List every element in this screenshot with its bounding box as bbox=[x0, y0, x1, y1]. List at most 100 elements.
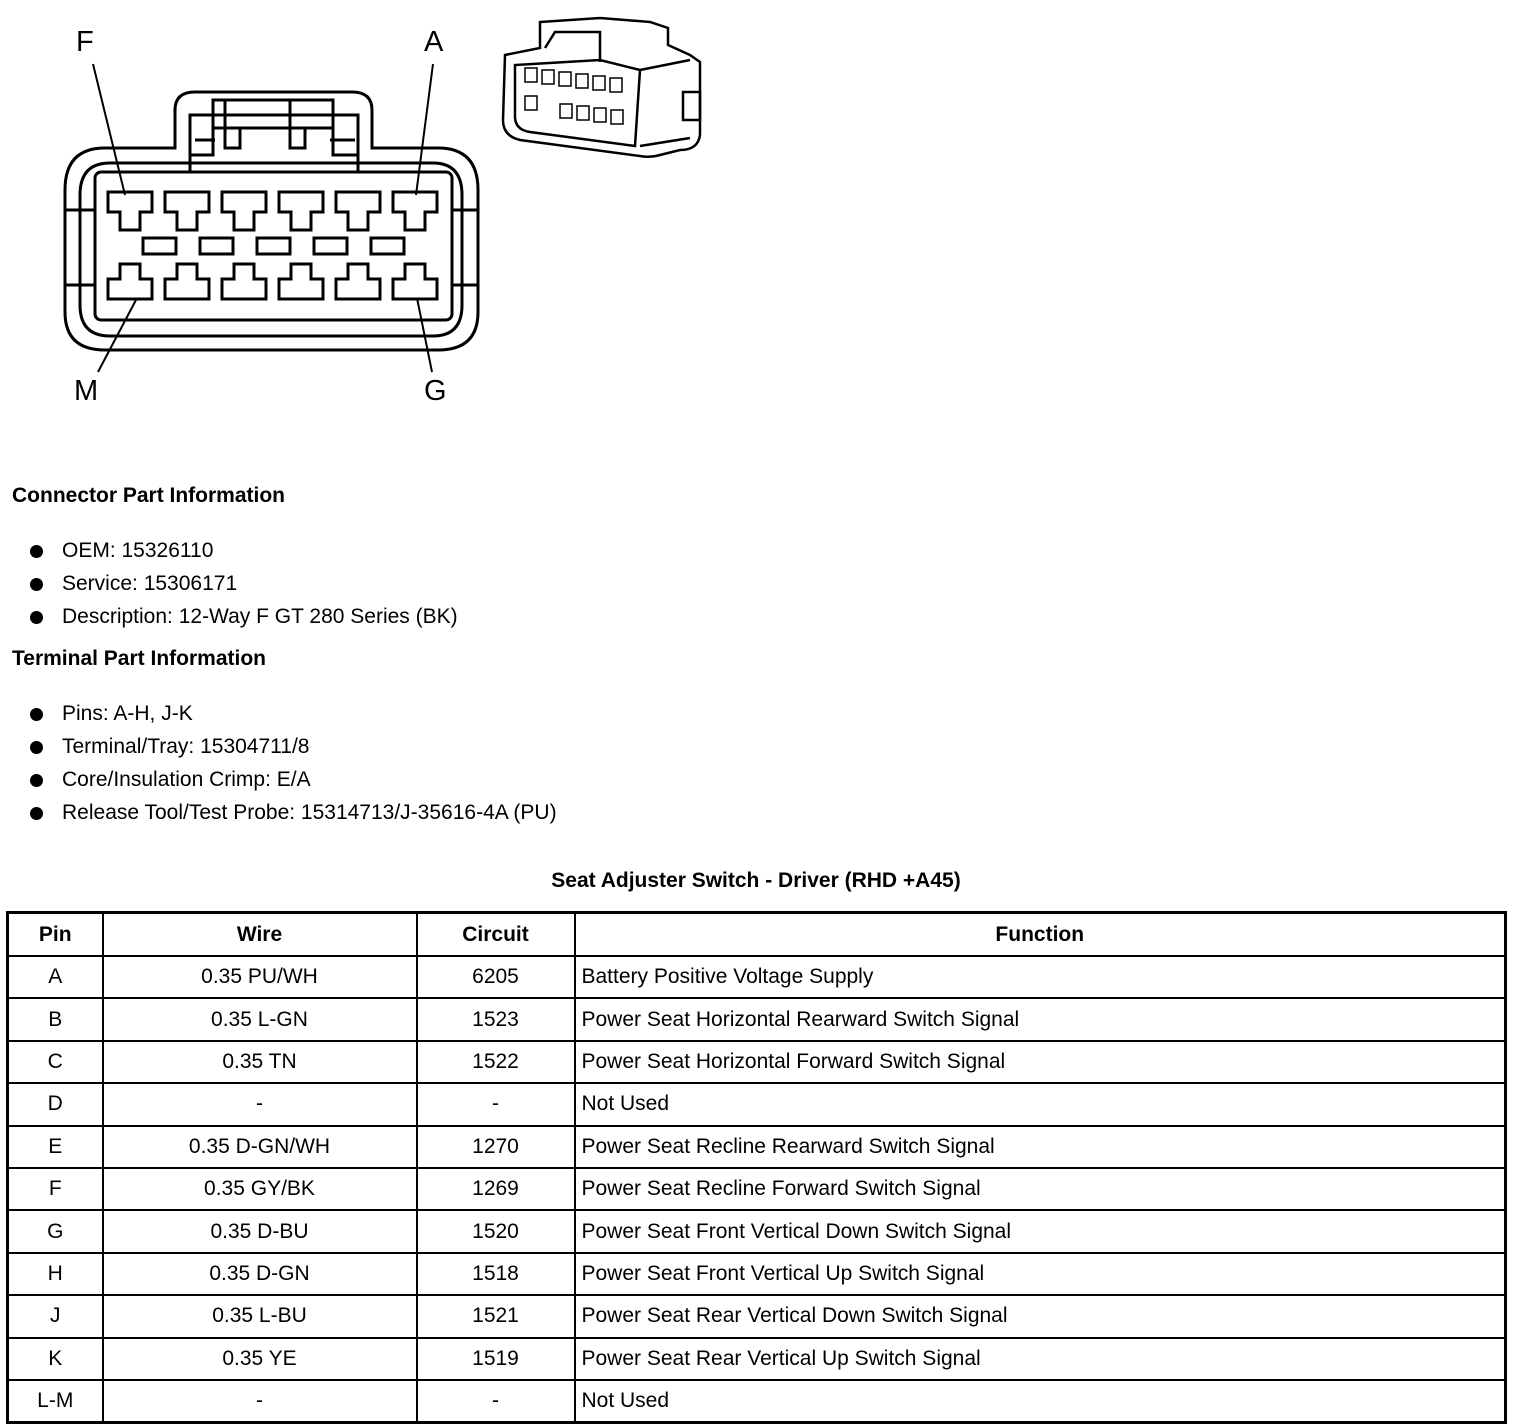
table-header-row: Pin Wire Circuit Function bbox=[6, 911, 1507, 957]
cell-pin: B bbox=[6, 997, 104, 1042]
table-row: K 0.35 YE 1519 Power Seat Rear Vertical Up … bbox=[6, 1336, 1507, 1381]
connector-3d-view bbox=[501, 16, 702, 159]
cell-circuit: 6205 bbox=[415, 954, 576, 1000]
bullet-icon bbox=[30, 773, 43, 787]
cell-pin: F bbox=[6, 1166, 104, 1212]
key-slot bbox=[198, 236, 235, 256]
key-slot bbox=[369, 236, 406, 256]
cell-pin: D bbox=[6, 1082, 104, 1127]
connector-outline bbox=[63, 90, 480, 352]
table-row: B 0.35 L-GN 1523 Power Seat Horizontal Rear… bbox=[6, 997, 1507, 1042]
cell-wire: 0.35 D-GN/WH bbox=[101, 1124, 418, 1169]
table-row: D - - Not Used bbox=[6, 1082, 1507, 1127]
pin-cavities bbox=[106, 190, 439, 301]
cell-pin: K bbox=[6, 1336, 104, 1381]
table-row: E 0.35 D-GN/WH 1270 Power Seat Recline Rear… bbox=[6, 1124, 1507, 1169]
header-function: Function bbox=[573, 911, 1507, 957]
bullet-icon bbox=[30, 707, 43, 721]
cell-circuit: 1519 bbox=[415, 1336, 576, 1381]
cell-wire: 0.35 L-GN bbox=[101, 997, 418, 1042]
cell-circuit: 1520 bbox=[415, 1209, 576, 1254]
cell-circuit: 1522 bbox=[415, 1039, 576, 1085]
cell-function: Battery Positive Voltage Supply bbox=[573, 954, 1507, 1000]
pin-cavity bbox=[277, 190, 325, 232]
key-slot bbox=[312, 236, 349, 256]
connector-face-diagram bbox=[63, 16, 702, 373]
pin-cavity bbox=[106, 262, 154, 301]
cell-wire: 0.35 GY/BK bbox=[101, 1166, 418, 1212]
pin-label-a: A bbox=[424, 26, 444, 58]
cell-function: Not Used bbox=[573, 1378, 1507, 1424]
cell-function: Power Seat Recline Rearward Switch Signa… bbox=[573, 1124, 1507, 1169]
pin-label-m: M bbox=[74, 375, 99, 407]
cell-pin: C bbox=[6, 1039, 104, 1085]
table-row: G 0.35 D-BU 1520 Power Seat Front Vertical … bbox=[6, 1209, 1507, 1254]
table-row: A 0.35 PU/WH 6205 Battery Positive Voltage … bbox=[6, 954, 1507, 1000]
cell-function: Power Seat Rear Vertical Up Switch Signa… bbox=[573, 1336, 1507, 1381]
header-circuit: Circuit bbox=[415, 911, 576, 957]
table-row: J 0.35 L-BU 1521 Power Seat Rear Vertical D… bbox=[6, 1294, 1507, 1339]
cell-function: Power Seat Rear Vertical Down Switch Sig… bbox=[573, 1294, 1507, 1339]
pinout-table: Pin Wire Circuit Function A 0.35 PU/WH 620… bbox=[6, 911, 1507, 1425]
cell-circuit: 1521 bbox=[415, 1294, 576, 1339]
cell-function: Power Seat Horizontal Rearward Switch Si… bbox=[573, 997, 1507, 1042]
pin-cavity bbox=[334, 262, 382, 301]
cell-function: Power Seat Front Vertical Down Switch Si… bbox=[573, 1209, 1507, 1254]
cell-wire: - bbox=[101, 1082, 418, 1127]
bullet-icon bbox=[30, 544, 43, 558]
cell-wire: 0.35 L-BU bbox=[101, 1294, 418, 1339]
pin-cavity bbox=[220, 190, 268, 232]
cell-wire: 0.35 D-BU bbox=[101, 1209, 418, 1254]
cell-wire: - bbox=[101, 1378, 418, 1424]
list-item: Pins: A-H, J-K bbox=[30, 702, 193, 726]
cell-wire: 0.35 YE bbox=[101, 1336, 418, 1381]
cell-pin: A bbox=[6, 954, 104, 1000]
list-item: Terminal/Tray: 15304711/8 bbox=[30, 735, 309, 759]
cell-function: Power Seat Horizontal Forward Switch Sig… bbox=[573, 1039, 1507, 1085]
table-row: F 0.35 GY/BK 1269 Power Seat Recline Forwar… bbox=[6, 1166, 1507, 1212]
cell-circuit: 1270 bbox=[415, 1124, 576, 1169]
list-item: OEM: 15326110 bbox=[30, 539, 213, 563]
pin-cavity bbox=[391, 262, 439, 301]
cell-circuit: 1518 bbox=[415, 1251, 576, 1297]
table-row: L-M - - Not Used bbox=[6, 1378, 1507, 1424]
pin-cavity bbox=[163, 262, 211, 301]
bullet-icon bbox=[30, 577, 43, 591]
pin-cavity bbox=[106, 190, 154, 232]
terminal-info-heading: Terminal Part Information bbox=[12, 647, 266, 670]
cell-circuit: - bbox=[415, 1378, 576, 1424]
pin-label-f: F bbox=[76, 26, 94, 58]
pin-cavity bbox=[220, 262, 268, 301]
table-row: H 0.35 D-GN 1518 Power Seat Front Vertical … bbox=[6, 1251, 1507, 1297]
header-wire: Wire bbox=[101, 911, 418, 957]
header-pin: Pin bbox=[6, 911, 104, 957]
list-item: Description: 12-Way F GT 280 Series (BK) bbox=[30, 605, 458, 629]
cell-function: Not Used bbox=[573, 1082, 1507, 1127]
list-item: Core/Insulation Crimp: E/A bbox=[30, 768, 311, 792]
cell-circuit: 1523 bbox=[415, 997, 576, 1042]
bullet-icon bbox=[30, 740, 43, 754]
pin-cavity bbox=[391, 190, 439, 232]
table-row: C 0.35 TN 1522 Power Seat Horizontal Forwar… bbox=[6, 1039, 1507, 1085]
connector-info-heading: Connector Part Information bbox=[12, 484, 286, 507]
table-title: Seat Adjuster Switch - Driver (RHD +A45) bbox=[551, 869, 961, 892]
cell-circuit: 1269 bbox=[415, 1166, 576, 1212]
list-item: Release Tool/Test Probe: 15314713/J-3561… bbox=[30, 801, 557, 825]
cell-pin: E bbox=[6, 1124, 104, 1169]
list-item: Service: 15306171 bbox=[30, 572, 237, 596]
pin-cavity bbox=[277, 262, 325, 301]
cell-wire: 0.35 D-GN bbox=[101, 1251, 418, 1297]
cell-wire: 0.35 TN bbox=[101, 1039, 418, 1085]
cell-function: Power Seat Front Vertical Up Switch Sign… bbox=[573, 1251, 1507, 1297]
key-slot bbox=[141, 236, 178, 256]
bullet-icon bbox=[30, 610, 43, 624]
cell-pin: G bbox=[6, 1209, 104, 1254]
key-slot bbox=[255, 236, 292, 256]
pin-cavity bbox=[163, 190, 211, 232]
pin-label-g: G bbox=[424, 375, 447, 407]
cell-wire: 0.35 PU/WH bbox=[101, 954, 418, 1000]
cell-function: Power Seat Recline Forward Switch Signal bbox=[573, 1166, 1507, 1212]
cell-circuit: - bbox=[415, 1082, 576, 1127]
cell-pin: H bbox=[6, 1251, 104, 1297]
pin-cavity bbox=[334, 190, 382, 232]
